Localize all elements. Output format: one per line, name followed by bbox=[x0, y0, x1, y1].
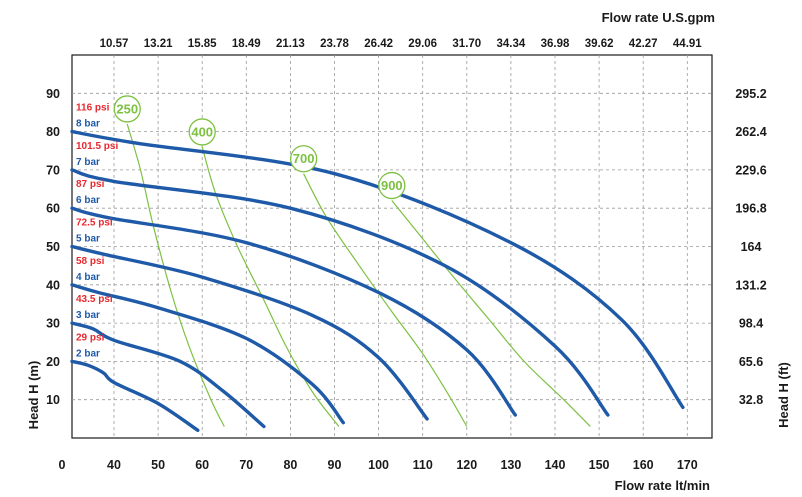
bottom-axis-title: Flow rate lt/min bbox=[615, 478, 710, 493]
top-tick-label: 42.27 bbox=[629, 38, 658, 50]
speed-label-250: 250 bbox=[116, 101, 138, 116]
speed-curve-250 bbox=[126, 123, 225, 427]
speed-label-circle bbox=[289, 145, 318, 173]
bottom-tick-label: 90 bbox=[328, 458, 342, 472]
bar-label: 3 bar bbox=[76, 310, 100, 321]
pressure-curve-2-bar bbox=[70, 359, 200, 432]
bottom-tick-label: 170 bbox=[677, 458, 698, 472]
psi-label: 87 psi bbox=[76, 179, 105, 190]
left-tick-label: 50 bbox=[46, 240, 60, 254]
speed-curves bbox=[126, 123, 591, 427]
speed-curve-900 bbox=[391, 200, 591, 427]
bottom-tick-label: 140 bbox=[545, 458, 566, 472]
left-axis-ticks: 10 20 30 40 50 60 70 80 90 bbox=[46, 87, 60, 407]
right-tick-label: 262.4 bbox=[735, 125, 766, 139]
psi-label: 58 psi bbox=[76, 256, 105, 267]
bottom-tick-label: 60 bbox=[195, 458, 209, 472]
right-tick-label: 196.8 bbox=[735, 202, 766, 216]
speed-labels: 250 400 700 900 bbox=[113, 95, 406, 200]
top-tick-label: 18.49 bbox=[232, 38, 261, 50]
bar-label: 5 bar bbox=[76, 234, 100, 245]
top-tick-label: 31.70 bbox=[452, 38, 481, 50]
pressure-curve-7-bar bbox=[70, 168, 610, 417]
right-axis-ticks: 32.8 65.6 98.4 131.2 164 196.8 229.6 262.4 295.2 bbox=[735, 87, 766, 407]
bottom-tick-label: 130 bbox=[500, 458, 521, 472]
top-tick-label: 36.98 bbox=[541, 38, 570, 50]
speed-curve-400 bbox=[201, 146, 340, 427]
bottom-tick-label: 0 bbox=[59, 458, 66, 472]
pressure-curve-6-bar bbox=[70, 206, 517, 417]
right-tick-label: 32.8 bbox=[739, 393, 763, 407]
pressure-curve-5-bar bbox=[70, 244, 429, 421]
top-tick-label: 21.13 bbox=[276, 38, 305, 50]
right-tick-label: 229.6 bbox=[735, 163, 766, 177]
bottom-tick-label: 110 bbox=[413, 458, 433, 472]
right-tick-label: 98.4 bbox=[739, 317, 763, 331]
left-tick-label: 10 bbox=[46, 393, 60, 407]
top-axis-ticks: 10.57 13.21 15.85 18.49 21.13 23.78 26.42 29.06… bbox=[100, 38, 703, 50]
speed-label-400: 400 bbox=[191, 124, 213, 139]
bottom-tick-label: 100 bbox=[368, 458, 389, 472]
speed-label-circle bbox=[378, 171, 406, 200]
top-tick-label: 44.91 bbox=[673, 38, 702, 50]
top-tick-label: 39.62 bbox=[585, 38, 614, 50]
top-tick-label: 34.34 bbox=[497, 38, 526, 50]
top-tick-label: 10.57 bbox=[100, 38, 129, 50]
bottom-tick-label: 120 bbox=[456, 458, 477, 472]
bottom-tick-label: 80 bbox=[283, 458, 297, 472]
left-tick-label: 40 bbox=[46, 278, 60, 292]
psi-label: 72.5 psi bbox=[76, 218, 113, 229]
top-axis-title: Flow rate U.S.gpm bbox=[602, 10, 715, 25]
psi-label: 43.5 psi bbox=[76, 294, 113, 305]
bottom-tick-label: 50 bbox=[151, 458, 165, 472]
psi-label: 101.5 psi bbox=[76, 141, 118, 152]
right-axis-title: Head H (ft) bbox=[776, 362, 791, 428]
pressure-curve-3-bar bbox=[70, 321, 266, 429]
top-tick-label: 29.06 bbox=[408, 38, 437, 50]
top-tick-label: 13.21 bbox=[144, 38, 173, 50]
left-tick-label: 90 bbox=[46, 87, 60, 101]
bar-label: 4 bar bbox=[76, 272, 100, 283]
grid-lines bbox=[72, 55, 712, 438]
bottom-tick-label: 40 bbox=[107, 458, 121, 472]
top-tick-label: 23.78 bbox=[320, 38, 349, 50]
psi-label: 116 psi bbox=[76, 103, 110, 114]
speed-label-700: 700 bbox=[293, 151, 315, 166]
left-tick-label: 70 bbox=[46, 163, 60, 177]
right-tick-label: 164 bbox=[741, 240, 762, 254]
right-tick-label: 65.6 bbox=[739, 355, 763, 369]
bottom-tick-label: 70 bbox=[239, 458, 253, 472]
pressure-curves bbox=[70, 129, 685, 432]
speed-label-circle bbox=[113, 95, 141, 123]
speed-label-900: 900 bbox=[381, 178, 403, 193]
right-tick-label: 295.2 bbox=[735, 87, 766, 101]
psi-label: 29 psi bbox=[76, 332, 105, 343]
left-tick-label: 30 bbox=[46, 317, 60, 331]
pressure-curve-4-bar bbox=[70, 283, 345, 425]
speed-curve-700 bbox=[303, 173, 468, 427]
pressure-labels: 29 psi 2 bar 43.5 psi 3 bar 58 psi 4 bar 72.5 … bbox=[76, 103, 118, 360]
left-tick-label: 60 bbox=[46, 202, 60, 216]
top-tick-label: 26.42 bbox=[364, 38, 393, 50]
top-tick-label: 15.85 bbox=[188, 38, 217, 50]
left-axis-title: Head H (m) bbox=[26, 361, 41, 430]
bar-label: 6 bar bbox=[76, 195, 100, 206]
bar-label: 8 bar bbox=[76, 119, 100, 130]
bottom-tick-label: 150 bbox=[589, 458, 610, 472]
left-tick-label: 20 bbox=[46, 355, 60, 369]
pressure-curve-8-bar bbox=[70, 129, 685, 410]
bar-label: 2 bar bbox=[76, 348, 100, 359]
bottom-tick-label: 160 bbox=[633, 458, 654, 472]
left-tick-label: 80 bbox=[46, 125, 60, 139]
speed-label-circle bbox=[188, 118, 216, 146]
bar-label: 7 bar bbox=[76, 157, 100, 168]
bottom-axis-ticks: 0 40 50 60 70 80 90 100 110 120 130 140 150 160 170 bbox=[59, 458, 698, 472]
right-tick-label: 131.2 bbox=[735, 278, 766, 292]
